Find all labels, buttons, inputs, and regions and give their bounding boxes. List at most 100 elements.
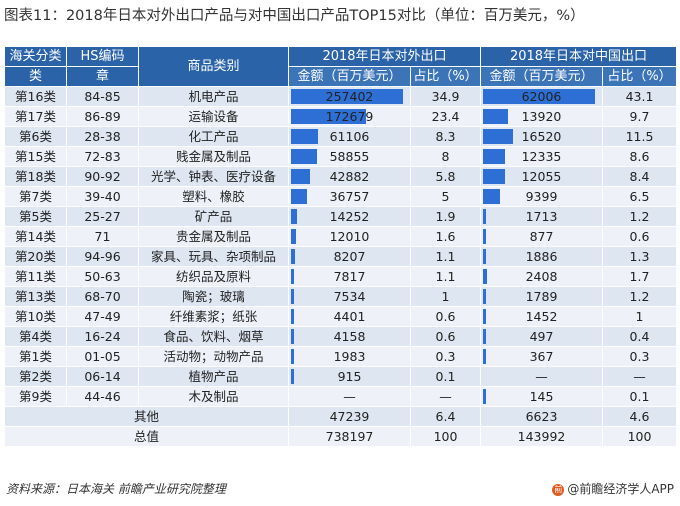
china-amount-cell: 62006 [480, 86, 603, 107]
customs-class-cell: 第4类 [4, 326, 67, 347]
amount-value: 8207 [333, 249, 366, 264]
amount-bar [483, 349, 486, 364]
customs-class-cell: 第2类 [4, 366, 67, 387]
product-cell: 矿产品 [138, 206, 289, 227]
world-amount-cell: 257402 [288, 86, 411, 107]
header-customs-class: 海关分类 [4, 46, 67, 67]
customs-class-cell: 第15类 [4, 146, 67, 167]
world-share-cell: — [410, 386, 481, 407]
customs-class-cell: 第5类 [4, 206, 67, 227]
total-row-world-share: 100 [410, 426, 481, 447]
amount-value: 497 [529, 329, 554, 344]
hs-code-cell: 72-83 [66, 146, 139, 167]
world-amount-cell: 8207 [288, 246, 411, 267]
world-amount-cell: 4158 [288, 326, 411, 347]
world-share-cell: 1.1 [410, 246, 481, 267]
header-hs-code: HS编码 [66, 46, 139, 67]
amount-bar [483, 189, 500, 204]
customs-class-cell: 第18类 [4, 166, 67, 187]
china-amount-cell: 1789 [480, 286, 603, 307]
other-row: 其他 47239 6.4 6623 4.6 [4, 406, 677, 427]
amount-bar [291, 289, 294, 304]
header-group-world: 2018年日本对外出口 [288, 46, 481, 67]
amount-value: 257402 [325, 89, 374, 104]
header-china-amount: 金额（百万美元） [480, 66, 603, 87]
china-share-cell: 0.6 [602, 226, 677, 247]
header-hs-code-sub: 章 [66, 66, 139, 87]
amount-value: 2408 [525, 269, 558, 284]
table-row: 第1类 01-05 活动物；动物产品 1983 0.3 367 0.3 [4, 346, 677, 367]
china-share-cell: 8.6 [602, 146, 677, 167]
product-cell: 光学、钟表、医疗设备 [138, 166, 289, 187]
product-cell: 塑料、橡胶 [138, 186, 289, 207]
world-amount-cell: 58855 [288, 146, 411, 167]
china-amount-cell: 1713 [480, 206, 603, 227]
amount-value: 36757 [329, 189, 370, 204]
china-share-cell: 6.5 [602, 186, 677, 207]
world-share-cell: 5 [410, 186, 481, 207]
amount-value: 915 [337, 369, 362, 384]
other-row-china-share: 4.6 [602, 406, 677, 427]
table-row: 第5类 25-27 矿产品 14252 1.9 1713 1.2 [4, 206, 677, 227]
amount-value: 4401 [333, 309, 366, 324]
amount-value: 12335 [521, 149, 562, 164]
customs-class-cell: 第13类 [4, 286, 67, 307]
world-share-cell: 1 [410, 286, 481, 307]
world-share-cell: 0.6 [410, 306, 481, 327]
china-share-cell: 1.3 [602, 246, 677, 267]
export-comparison-table: 海关分类 HS编码 商品类别 2018年日本对外出口 2018年日本对中国出口 … [4, 46, 677, 447]
amount-bar [291, 109, 366, 124]
amount-bar [483, 249, 486, 264]
amount-bar [483, 89, 595, 104]
world-share-cell: 5.8 [410, 166, 481, 187]
world-amount-cell: 42882 [288, 166, 411, 187]
brand-label: @前瞻经济学人APP [567, 482, 674, 496]
hs-code-cell: 39-40 [66, 186, 139, 207]
customs-class-cell: 第6类 [4, 126, 67, 147]
amount-value: 1983 [333, 349, 366, 364]
table-row: 第10类 47-49 纤维素浆；纸张 4401 0.6 1452 1 [4, 306, 677, 327]
table-row: 第15类 72-83 贱金属及制品 58855 8 12335 8.6 [4, 146, 677, 167]
china-amount-cell: — [480, 366, 603, 387]
other-row-world-amount: 47239 [288, 406, 411, 427]
amount-value: 145 [529, 389, 554, 404]
china-amount-cell: 13920 [480, 106, 603, 127]
chart-title: 图表11：2018年日本对外出口产品与对中国出口产品TOP15对比（单位：百万美… [4, 8, 585, 24]
amount-value: 9399 [525, 189, 558, 204]
hs-code-cell: 47-49 [66, 306, 139, 327]
world-amount-cell: 36757 [288, 186, 411, 207]
china-share-cell: 0.3 [602, 346, 677, 367]
customs-class-cell: 第7类 [4, 186, 67, 207]
china-amount-cell: 12335 [480, 146, 603, 167]
china-amount-cell: 145 [480, 386, 603, 407]
amount-value: 1452 [525, 309, 558, 324]
china-share-cell: 1.2 [602, 206, 677, 227]
total-row-china-share: 100 [602, 426, 677, 447]
table-row: 第9类 44-46 木及制品 — — 145 0.1 [4, 386, 677, 407]
product-cell: 运输设备 [138, 106, 289, 127]
china-share-cell: — [602, 366, 677, 387]
hs-code-cell: 44-46 [66, 386, 139, 407]
amount-bar [291, 369, 294, 384]
amount-value: 172679 [325, 109, 374, 124]
customs-class-cell: 第9类 [4, 386, 67, 407]
china-share-cell: 0.4 [602, 326, 677, 347]
amount-bar [291, 189, 307, 204]
total-row-label: 总值 [4, 426, 289, 447]
source-note: 资料来源：日本海关 前瞻产业研究院整理 [6, 482, 226, 496]
amount-bar [291, 169, 310, 184]
world-share-cell: 8.3 [410, 126, 481, 147]
customs-class-cell: 第20类 [4, 246, 67, 267]
world-amount-cell: 7817 [288, 266, 411, 287]
other-row-china-amount: 6623 [480, 406, 603, 427]
product-cell: 贵金属及制品 [138, 226, 289, 247]
product-cell: 纺织品及原料 [138, 266, 289, 287]
amount-bar [291, 309, 294, 324]
world-share-cell: 23.4 [410, 106, 481, 127]
amount-value: 7817 [333, 269, 366, 284]
table-row: 第18类 90-92 光学、钟表、医疗设备 42882 5.8 12055 8.4 [4, 166, 677, 187]
amount-value: 1713 [525, 209, 558, 224]
china-share-cell: 1.2 [602, 286, 677, 307]
china-amount-cell: 877 [480, 226, 603, 247]
table-row: 第7类 39-40 塑料、橡胶 36757 5 9399 6.5 [4, 186, 677, 207]
